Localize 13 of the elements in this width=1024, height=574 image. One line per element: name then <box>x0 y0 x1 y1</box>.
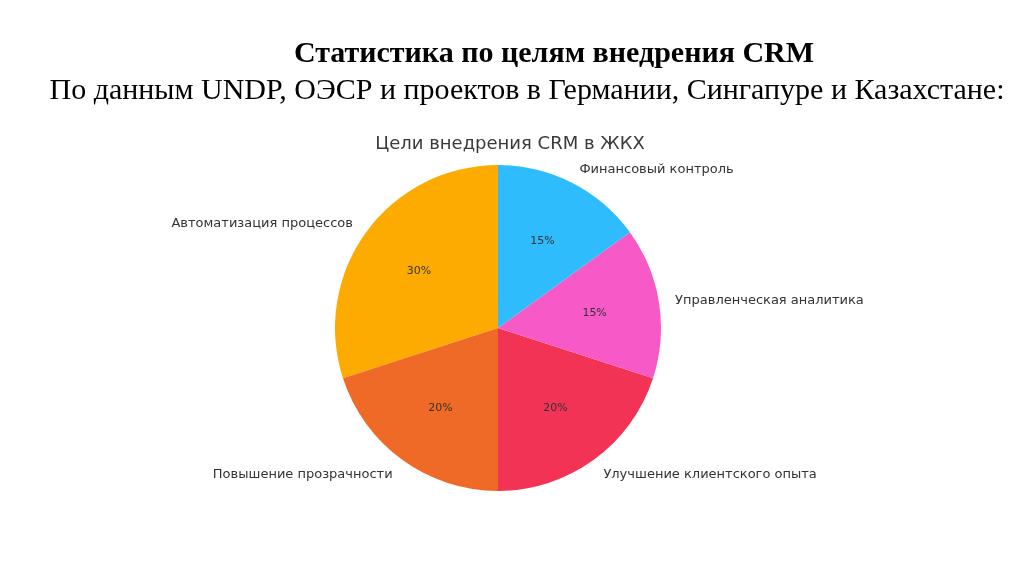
slice-label: Повышение прозрачности <box>212 465 393 481</box>
text: Цели внедрения CRM в ЖКХ <box>375 131 645 153</box>
data-label: 20% <box>543 400 568 414</box>
slice-label: Улучшение клиентского опыта <box>603 465 817 481</box>
data-label: 30% <box>406 264 432 278</box>
slice-label: Управленческая аналитика <box>675 292 864 308</box>
data-label: 15% <box>530 234 555 248</box>
data-label: 20% <box>428 400 453 414</box>
slice-label: Автоматизация процессов <box>171 215 353 231</box>
chart-subtitle: По данным UNDP, ОЭСР и проектов в Германии, Сингапуре и Казахстане: <box>49 71 1005 105</box>
slice-label: Финансовый контроль <box>579 160 734 176</box>
data-label: 15% <box>582 306 607 320</box>
chart-title: Статистика по целям внедрения CRM <box>293 34 815 68</box>
